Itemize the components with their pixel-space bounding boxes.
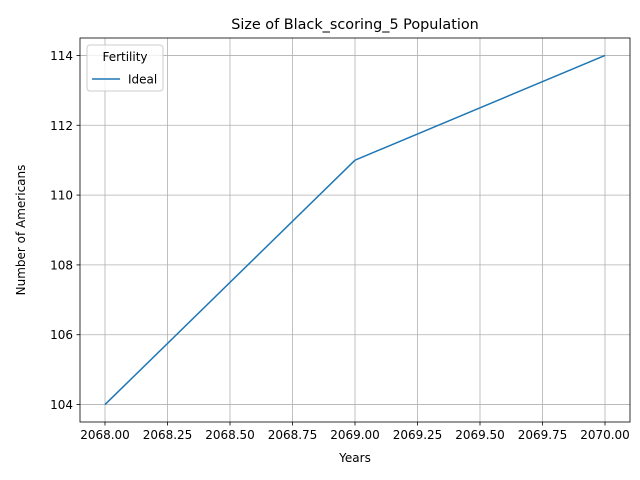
x-tick-label: 2070.00 bbox=[580, 428, 630, 442]
grid-lines bbox=[80, 38, 630, 422]
x-tick-label: 2068.00 bbox=[80, 428, 130, 442]
y-tick-label: 110 bbox=[50, 189, 73, 203]
x-tick-label: 2068.25 bbox=[143, 428, 193, 442]
x-axis-ticks: 2068.00 2068.25 2068.50 2068.75 2069.00 2069.… bbox=[80, 422, 630, 442]
x-tick-label: 2068.75 bbox=[268, 428, 318, 442]
legend-title: Fertility bbox=[102, 50, 147, 64]
x-tick-label: 2069.25 bbox=[393, 428, 443, 442]
x-tick-label: 2068.50 bbox=[205, 428, 255, 442]
x-tick-label: 2069.75 bbox=[518, 428, 568, 442]
legend: Fertility Ideal bbox=[87, 45, 163, 91]
legend-label: Ideal bbox=[128, 73, 157, 87]
x-tick-label: 2069.50 bbox=[455, 428, 505, 442]
y-axis-title: Number of Americans bbox=[14, 165, 28, 296]
chart-title: Size of Black_scoring_5 Population bbox=[231, 17, 479, 33]
y-tick-label: 112 bbox=[50, 119, 73, 133]
y-tick-label: 114 bbox=[50, 49, 73, 63]
y-tick-label: 104 bbox=[50, 398, 73, 412]
x-axis-title: Years bbox=[338, 451, 371, 465]
y-tick-label: 108 bbox=[50, 258, 73, 272]
x-tick-label: 2069.00 bbox=[330, 428, 380, 442]
y-axis-ticks: 104 106 108 110 112 114 bbox=[50, 49, 80, 412]
y-tick-label: 106 bbox=[50, 328, 73, 342]
